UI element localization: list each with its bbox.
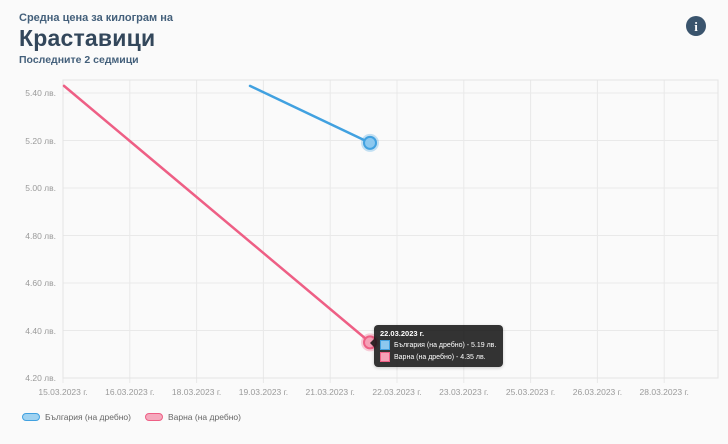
tooltip-value-text: Варна (на дребно) - 4.35 лв. (394, 353, 486, 361)
legend-item[interactable]: България (на дребно) (22, 412, 131, 422)
y-axis-label: 4.40 лв. (25, 325, 56, 336)
y-axis-label: 5.00 лв. (25, 183, 56, 193)
y-axis-label: 5.40 лв. (25, 88, 56, 98)
tooltip-value-text: България (на дребно) - 5.19 лв. (394, 341, 497, 349)
data-point-dot (363, 135, 377, 150)
legend-item-label: България (на дребно) (45, 412, 131, 422)
legend-item-label: Варна (на дребно) (167, 412, 241, 422)
tooltip-series-swatch (380, 352, 390, 362)
chart-header: Средна цена за килограм на Краставици По… (19, 12, 173, 66)
tooltip-series-swatch (380, 340, 390, 350)
y-axis-label: 4.80 лв. (25, 230, 56, 241)
x-axis-label: 21.03.2023 г. (305, 387, 355, 397)
tooltip-row: Варна (на дребно) - 4.35 лв. (380, 352, 496, 362)
y-axis-label: 5.20 лв. (25, 135, 56, 146)
chart-period: Последните 2 седмици (19, 54, 139, 66)
x-axis-label: 15.03.2023 г. (38, 387, 88, 397)
y-axis-label: 4.20 лв. (25, 373, 56, 383)
series-line (62, 84, 372, 344)
tooltip-rows: България (на дребно) - 5.19 лв. Варна (на… (380, 340, 496, 362)
legend-item[interactable]: Варна (на дребно) (144, 412, 241, 422)
legend-marker (22, 413, 40, 421)
plot-border (62, 79, 719, 379)
x-axis-label: 25.03.2023 г. (505, 387, 556, 397)
x-axis-label: 19.03.2023 г. (238, 387, 289, 397)
tooltip-date: 22.03.2023 г. (380, 329, 425, 338)
y-axis-label: 4.60 лв. (25, 278, 56, 288)
x-axis-label: 26.03.2023 г. (572, 387, 623, 397)
info-button[interactable]: i (686, 16, 706, 36)
chart-subtitle: Средна цена за килограм на (19, 12, 173, 24)
page-title: Краставици (19, 25, 156, 51)
chart-tooltip: 22.03.2023 г. България (на дребно) - 5.1… (369, 325, 504, 367)
chart-legend: България (на дребно) Варна (на дребно) (22, 412, 241, 422)
x-axis-label: 16.03.2023 г. (105, 387, 155, 397)
x-axis-label: 28.03.2023 г. (639, 387, 689, 397)
x-axis-label: 23.03.2023 г. (439, 387, 489, 397)
info-icon: i (694, 18, 698, 34)
legend-marker (144, 413, 163, 421)
x-axis-label: 18.03.2023 г. (171, 387, 222, 397)
x-axis-label: 22.03.2023 г. (372, 387, 422, 397)
tooltip-row: България (на дребно) - 5.19 лв. (380, 340, 496, 350)
series-line (248, 84, 372, 145)
